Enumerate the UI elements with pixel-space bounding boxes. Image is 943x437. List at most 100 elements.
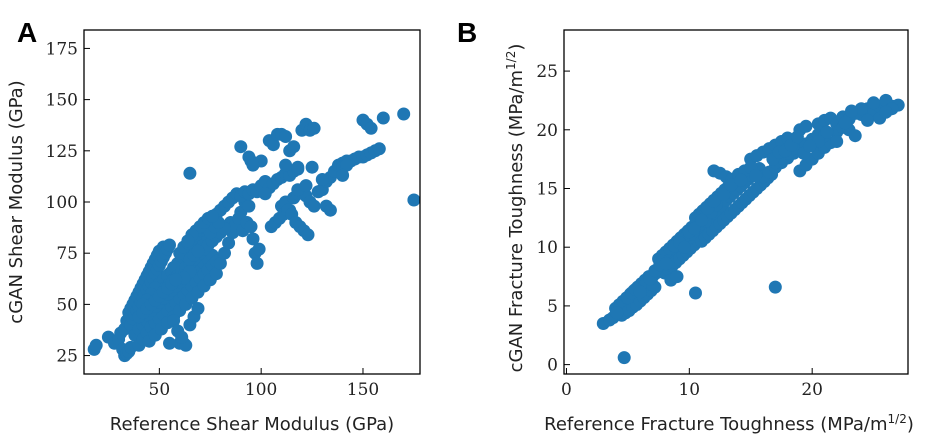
panel-b-point-208: [734, 173, 748, 187]
panel-a-point-102: [213, 256, 227, 270]
panel-a-point-103: [218, 246, 231, 260]
panel-b-point-201: [677, 240, 691, 254]
panel-a-point-116: [175, 330, 189, 344]
panel-b-x-tick-label-0: 0: [561, 380, 572, 400]
panel-a-point-119: [191, 302, 205, 315]
panel-b-point-207: [724, 178, 738, 192]
panel-a-y-tick-label-0: 25: [56, 347, 78, 367]
panel-a-point-232: [305, 160, 319, 174]
panel-a-point-209: [407, 193, 421, 207]
panel-a-point-101: [209, 267, 223, 281]
panel-b-point-217: [820, 125, 834, 139]
panel-b-point-216: [803, 139, 817, 153]
panel-b-y-label-main: cGAN Fracture Toughness (MPa/m: [506, 70, 527, 372]
panel-b-fracture-toughness: B 0 10 20 0 5 10 15 20 25 Reference Fracture Tou…: [457, 17, 914, 435]
panel-a-point-220: [287, 140, 301, 154]
panel-b-y-label-close: ): [506, 44, 527, 51]
panel-a-point-204: [372, 142, 386, 156]
panel-b-point-166: [830, 135, 844, 148]
panel-a-point-104: [222, 236, 236, 250]
panel-a-x-axis-label: Reference Shear Modulus (GPa): [110, 414, 394, 435]
panel-a-point-189: [301, 228, 315, 242]
panel-a-y-tick-label-5: 150: [46, 91, 78, 111]
panel-b-y-axis-label: cGAN Fracture Toughness (MPa/m1/2): [504, 44, 527, 373]
panel-b-point-171: [689, 286, 702, 300]
panel-b-y-label-sup: 1/2: [504, 51, 518, 70]
panel-a-point-229: [397, 107, 411, 121]
panel-a-y-axis-label: cGAN Shear Modulus (GPa): [6, 80, 27, 323]
panel-b-point-199: [659, 257, 673, 271]
panel-a-ticks: 50 100 150 25 50 75 100 125 150 175: [46, 39, 380, 400]
panel-b-point-195: [633, 285, 647, 299]
panel-a-point-211: [234, 140, 248, 154]
panel-a-point-206: [340, 158, 354, 172]
panel-a-y-tick-label-6: 175: [46, 39, 78, 59]
panel-b-point-206: [717, 187, 731, 201]
panel-b-point-205: [707, 194, 721, 208]
panel-b-point-209: [749, 169, 763, 183]
panel-a-points: [87, 107, 421, 363]
panel-a-point-235: [246, 158, 260, 172]
panel-b-point-218: [838, 116, 852, 130]
panel-a-letter: A: [17, 17, 37, 48]
panel-b-x-tick-label-1: 10: [678, 380, 700, 400]
panel-b-point-169: [879, 105, 893, 119]
panel-b-point-214: [790, 130, 804, 144]
panel-b-points: [596, 93, 905, 365]
panel-a-point-49: [163, 238, 176, 252]
panel-a-point-227: [364, 121, 378, 135]
panel-a-point-236: [258, 187, 272, 201]
panel-b-point-156: [854, 102, 868, 116]
panel-a-point-1: [89, 338, 103, 352]
panel-a-x-tick-label-1: 100: [245, 380, 277, 400]
panel-a-y-tick-label-3: 100: [46, 193, 78, 213]
panel-b-x-tick-label-2: 20: [801, 380, 823, 400]
panel-a-point-169: [250, 256, 264, 270]
panel-b-point-157: [867, 96, 881, 110]
panel-a-point-304: [181, 234, 195, 248]
panel-a-point-230: [336, 168, 350, 182]
panel-a-point-233: [291, 160, 305, 174]
panel-a-x-tick-label-2: 150: [347, 380, 379, 400]
panel-a-point-208: [323, 203, 337, 217]
panel-b-x-axis-label: Reference Fracture Toughness (MPa/m1/2): [544, 412, 914, 435]
panel-b-point-174: [670, 270, 684, 284]
panel-b-letter: B: [457, 17, 477, 48]
panel-a-point-228: [376, 111, 390, 125]
panel-b-point-167: [861, 113, 874, 127]
panel-a-point-239: [299, 179, 313, 193]
panel-a-point-178: [307, 199, 321, 213]
panel-b-point-219: [845, 104, 858, 118]
panel-a-x-tick-label-0: 50: [149, 380, 171, 400]
panel-a-shear-modulus: A 50 100 150 25 50 75 100 125 150 175 Reference S…: [6, 17, 421, 435]
panel-b-x-label-sup: 1/2: [888, 412, 907, 426]
panel-a-y-tick-label-1: 50: [56, 295, 78, 315]
panel-b-y-tick-label-4: 20: [536, 121, 558, 141]
panel-b-point-172: [768, 280, 782, 294]
panel-b-point-141: [799, 119, 813, 133]
panel-a-point-167: [252, 242, 266, 256]
panel-a-point-165: [244, 220, 258, 234]
panel-a-y-tick-label-4: 125: [46, 142, 78, 162]
panel-a-point-306: [205, 209, 219, 223]
panel-a-point-231: [315, 173, 329, 186]
panel-a-point-210: [183, 166, 197, 180]
panel-b-point-163: [848, 129, 862, 143]
panel-b-frame: [563, 29, 909, 375]
panel-a-point-237: [279, 158, 293, 172]
panel-a-point-113: [163, 336, 176, 350]
panel-b-x-label-close: ): [907, 414, 914, 435]
panel-a-point-168: [246, 232, 260, 246]
panel-a-point-215: [266, 138, 280, 152]
panel-b-y-tick-label-0: 0: [547, 356, 558, 376]
panel-b-y-tick-label-5: 25: [536, 62, 558, 82]
panel-a-point-218: [279, 130, 293, 143]
panel-b-x-label-main: Reference Fracture Toughness (MPa/m: [544, 414, 887, 435]
panel-b-point-170: [617, 351, 631, 365]
panel-b-y-tick-label-2: 10: [536, 238, 558, 258]
panel-a-y-tick-label-2: 75: [56, 244, 78, 264]
panel-a-point-109: [242, 199, 256, 213]
panel-b-y-tick-label-1: 5: [547, 297, 558, 317]
panel-a-point-289: [169, 273, 183, 287]
